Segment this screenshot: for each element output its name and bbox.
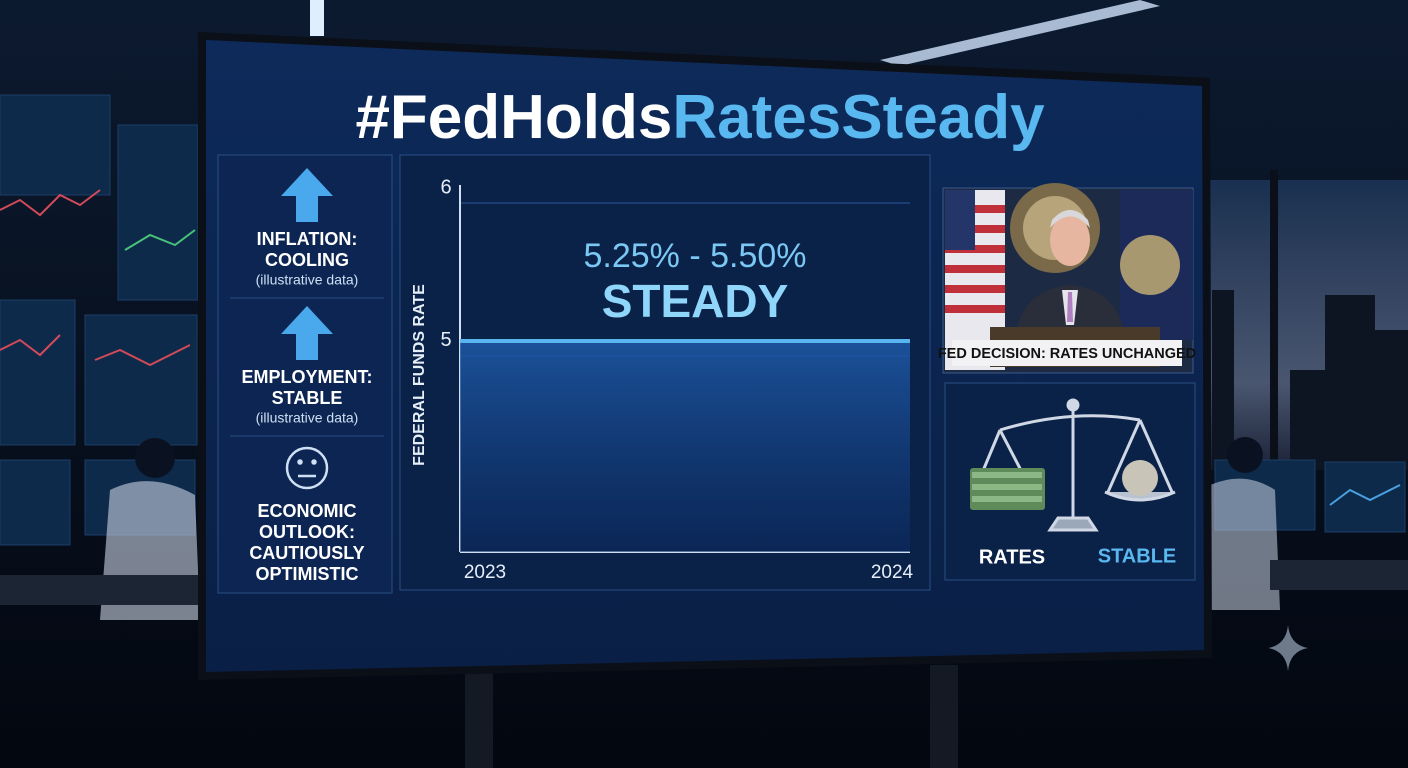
y-tick-label: 6 (440, 176, 451, 198)
indicator-note: (illustrative data) (256, 272, 359, 288)
indicator-note: (illustrative data) (256, 410, 359, 426)
up-arrow-icon (281, 168, 333, 222)
neutral-face-icon (285, 446, 329, 490)
scale-label: STABLE (1098, 545, 1177, 567)
x-tick-label: 2024 (871, 562, 914, 583)
y-tick-label: 5 (440, 329, 451, 351)
scale-label: RATES (979, 546, 1045, 568)
x-tick-label: 2023 (464, 562, 506, 583)
video-caption: FED DECISION: RATES UNCHANGED (938, 346, 1196, 362)
coin-icon (1122, 460, 1158, 496)
monitor-lines (0, 189, 1401, 506)
indicator-label: OPTIMISTIC (256, 564, 359, 584)
desk (0, 575, 200, 605)
headline: #FedHoldsRatesSteady (355, 83, 1045, 152)
indicator-label: EMPLOYMENT: (241, 367, 372, 387)
screen-stand (930, 665, 958, 768)
money-stack-icon (970, 468, 1045, 510)
window-frame (1270, 170, 1278, 470)
video-image (945, 183, 1193, 370)
indicator-label: OUTLOOK: (259, 522, 355, 542)
indicator-label: CAUTIOUSLY (249, 543, 364, 563)
headline-part: #FedHolds (355, 83, 672, 152)
indicators-panel (217, 154, 393, 594)
y-axis-title: FEDERAL FUNDS RATE (411, 284, 428, 466)
caption-box (952, 340, 1182, 366)
sparkle-icon (1268, 625, 1308, 671)
chart: 5 6 FEDERAL FUNDS RATE 2023 2024 5.25% - 5.50… (411, 176, 913, 583)
skyline (1212, 290, 1408, 470)
indicator-texts: INFLATION:COOLING (illustrative data) EMPL… (241, 229, 372, 584)
ceiling-light (880, 0, 1160, 66)
annotation: STEADY (602, 275, 789, 327)
indicator-label: INFLATION: (257, 229, 358, 249)
headline-part: RatesSteady (672, 83, 1045, 152)
indicator-label: COOLING (265, 250, 349, 270)
screen-stand (465, 670, 493, 768)
desk (1270, 560, 1408, 590)
area (460, 340, 910, 552)
up-arrow-icon (281, 306, 333, 360)
annotation: 5.25% - 5.50% (583, 237, 806, 275)
ceiling-light (310, 0, 324, 36)
indicator-label: ECONOMIC (258, 501, 357, 521)
indicator-label: STABLE (272, 388, 343, 408)
